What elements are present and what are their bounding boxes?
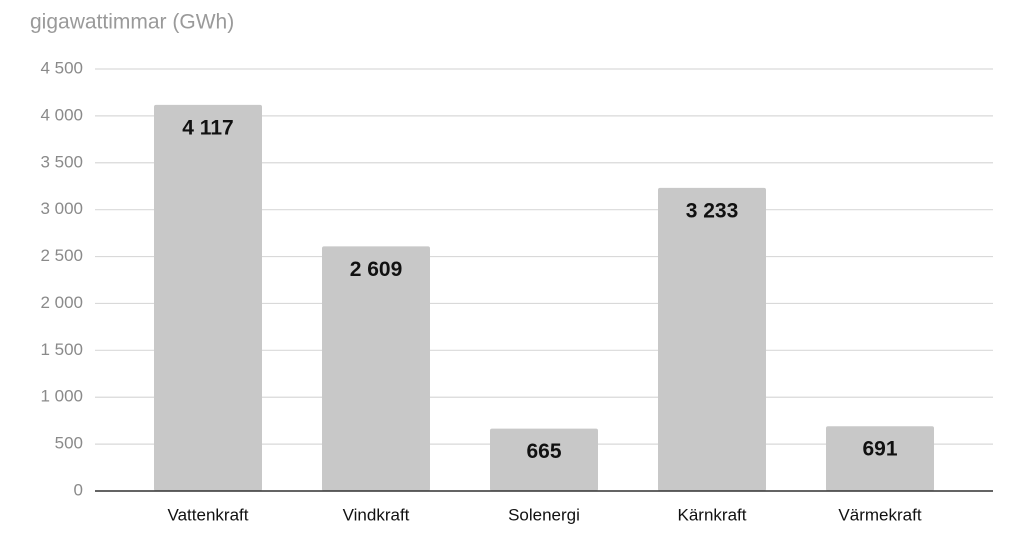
y-tick-label: 4 000 xyxy=(40,105,83,124)
y-tick-label: 500 xyxy=(55,434,83,453)
value-label: 2 609 xyxy=(350,258,403,281)
y-tick-label: 2 500 xyxy=(40,246,83,265)
y-axis-title: gigawattimmar (GWh) xyxy=(30,11,234,34)
y-tick-label: 4 500 xyxy=(40,58,83,77)
x-tick-label: Vattenkraft xyxy=(168,505,249,524)
y-tick-label: 2 000 xyxy=(40,293,83,312)
bar xyxy=(490,428,598,491)
value-label: 4 117 xyxy=(182,116,233,139)
y-tick-label: 0 xyxy=(74,480,83,499)
bar xyxy=(658,187,766,491)
value-label: 691 xyxy=(862,438,897,461)
x-tick-label: Kärnkraft xyxy=(678,505,747,524)
bar xyxy=(322,246,430,491)
y-tick-label: 1 000 xyxy=(40,387,83,406)
x-tick-label: Värmekraft xyxy=(838,505,921,524)
x-tick-label: Vindkraft xyxy=(343,505,410,524)
y-tick-label: 3 500 xyxy=(40,152,83,171)
y-tick-label: 1 500 xyxy=(40,340,83,359)
bar xyxy=(154,104,262,492)
x-tick-label: Solenergi xyxy=(508,505,580,524)
bar xyxy=(826,426,934,491)
y-tick-label: 3 000 xyxy=(40,199,83,218)
value-label: 3 233 xyxy=(686,199,739,222)
value-label: 665 xyxy=(526,440,561,463)
